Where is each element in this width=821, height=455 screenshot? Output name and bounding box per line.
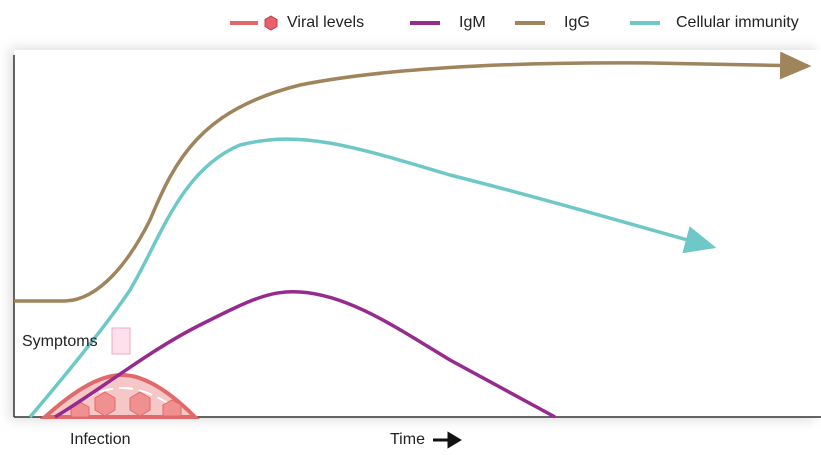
symptoms-box [112,328,130,354]
time-label: Time [390,431,425,448]
legend-icon [265,16,277,30]
page: Viral levels IgM IgG Cellular immunity S… [0,0,821,450]
diagram: Viral levels IgM IgG Cellular immunity S… [0,0,821,450]
legend-label: IgG [564,14,590,31]
legend: Viral levels IgM IgG Cellular immunity [230,14,799,31]
legend-label: IgM [459,14,486,31]
time-arrow [433,434,459,446]
symptoms-label: Symptoms [22,333,98,350]
legend-label: Cellular immunity [676,14,799,31]
legend-label: Viral levels [287,14,364,31]
infection-label: Infection [70,431,130,448]
